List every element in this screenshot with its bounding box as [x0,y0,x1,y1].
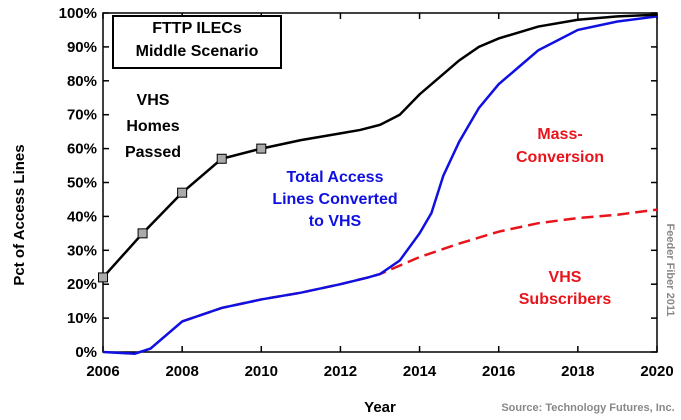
annotation: Homes [126,118,179,135]
y-tick-label: 90% [67,39,97,56]
annotation: VHS [137,92,170,109]
x-tick-label: 2014 [403,363,437,380]
series-line [181,208,658,323]
y-axis-label: Pct of Access Lines [11,144,28,285]
series-line [102,15,658,355]
watermark: Feeder Fiber 2011 [664,224,676,317]
annotation: Middle Scenario [136,43,259,60]
y-tick-label: 10% [67,310,97,327]
x-axis-label: Year [364,399,396,416]
y-tick-label: 100% [59,5,97,22]
marker [216,153,227,164]
marker [137,228,148,239]
y-tick-label: 70% [67,107,97,124]
x-tick-label: 2020 [640,363,673,380]
annotation: Conversion [516,149,604,166]
marker [256,143,267,154]
y-tick-label: 60% [67,141,97,158]
x-tick-label: 2018 [561,363,594,380]
annotation: VHS [549,269,582,286]
annotation: Subscribers [519,291,612,308]
marker [98,272,108,283]
annotation: Passed [125,144,181,161]
y-tick-label: 50% [67,175,97,192]
y-tick-label: 20% [67,276,97,293]
y-tick-label: 0% [75,344,97,361]
annotation: Mass- [537,126,582,143]
annotation-box [112,15,282,69]
annotation: FTTP ILECs [152,20,242,37]
marker [177,187,188,198]
x-tick-label: 2008 [165,363,198,380]
x-tick-label: 2016 [482,363,515,380]
y-tick-label: 80% [67,73,97,90]
annotation: Lines Converted [272,191,397,208]
x-tick-label: 2010 [245,363,278,380]
y-tick-label: 40% [67,208,97,225]
x-tick-label: 2012 [324,363,357,380]
x-tick-label: 2006 [86,363,119,380]
annotation: Total Access [287,169,384,186]
y-tick-label: 30% [67,242,97,259]
annotation: to VHS [309,213,362,230]
source: Source: Technology Futures, Inc. [501,402,674,414]
